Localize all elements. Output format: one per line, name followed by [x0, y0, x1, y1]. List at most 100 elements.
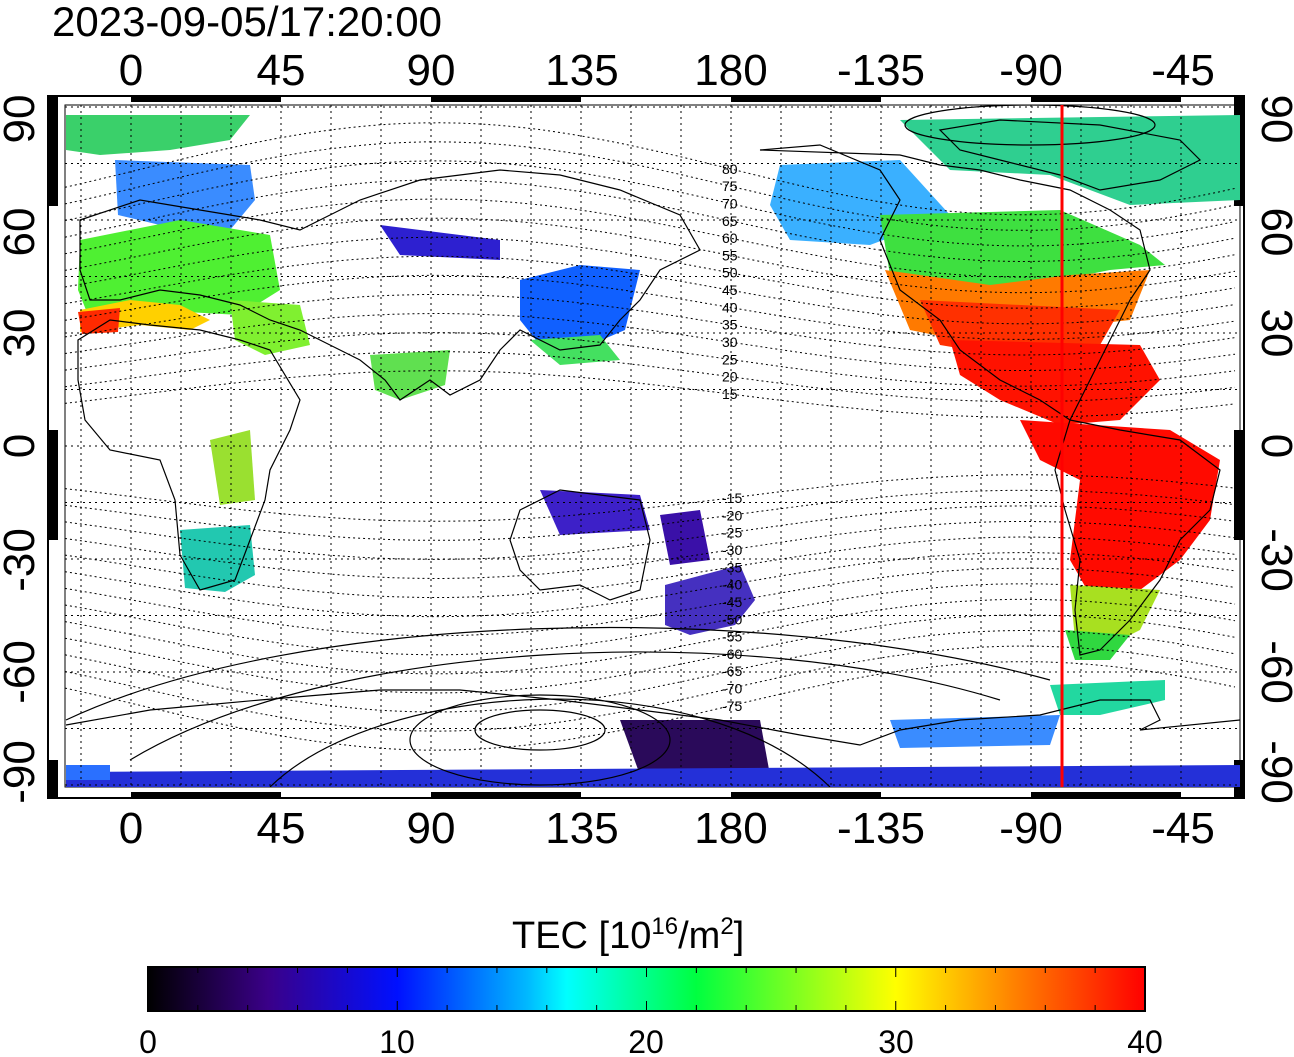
magnetic-latitude-label: 60 — [722, 230, 738, 246]
magnetic-latitude-label: -65 — [722, 663, 742, 679]
tec-antarctic-peninsula — [1050, 680, 1165, 715]
bottom-longitude-labels: 0 45 90 135 180 -135 -90 -45 — [119, 804, 1215, 853]
tec-data-layer — [66, 115, 1240, 787]
right-lat-label: 0 — [1252, 434, 1294, 458]
top-lon-label: 135 — [545, 46, 618, 95]
magnetic-latitude-label: -75 — [722, 698, 742, 714]
magnetic-latitude-line — [65, 536, 1236, 598]
top-lon-label: 0 — [119, 46, 143, 95]
magnetic-latitude-label: -55 — [722, 629, 742, 645]
top-lon-label: 180 — [694, 46, 767, 95]
magnetic-latitude-label: -35 — [722, 559, 742, 575]
left-lat-label: 90 — [0, 95, 44, 144]
right-lat-label: -60 — [1252, 640, 1294, 704]
magnetic-latitude-label: -70 — [722, 681, 742, 697]
right-lat-label: -30 — [1252, 528, 1294, 592]
magnetic-latitude-line — [65, 312, 1236, 371]
magnetic-latitude-label: 55 — [722, 247, 738, 263]
bottom-lon-label: 135 — [545, 804, 618, 853]
colorbar-title: TEC [1016/m2] — [512, 913, 744, 957]
magnetic-latitude-contours — [65, 122, 1236, 751]
tec-australia-north — [540, 490, 650, 535]
coastlines — [65, 119, 1240, 746]
bottom-lon-label: 90 — [407, 804, 456, 853]
magnetic-latitude-solid-contours — [65, 105, 1156, 787]
magnetic-latitude-line — [65, 198, 1236, 278]
magnetic-latitude-label: 65 — [722, 213, 738, 229]
bottom-lon-label: -135 — [837, 804, 925, 853]
magnetic-latitude-label: 25 — [722, 351, 738, 367]
left-lat-label: 30 — [0, 309, 44, 358]
magnetic-latitude-label: -15 — [722, 490, 742, 506]
bottom-lon-label: 45 — [257, 804, 306, 853]
tec-iberia — [78, 308, 120, 334]
top-lon-label: 45 — [257, 46, 306, 95]
tec-middle-east — [230, 300, 310, 355]
magnetic-latitude-line — [65, 370, 1236, 418]
left-lat-label: -90 — [0, 740, 44, 804]
magnetic-latitude-label: -40 — [722, 577, 742, 593]
left-lat-label: -60 — [0, 640, 44, 704]
magnetic-latitude-line — [65, 614, 1236, 694]
magnetic-latitude-label: -30 — [722, 542, 742, 558]
tec-japan — [520, 265, 640, 345]
tec-russia — [380, 225, 500, 260]
right-latitude-labels: 90 60 30 0 -30 -60 -90 — [1252, 95, 1294, 804]
left-latitude-labels: 90 60 30 0 -30 -60 -90 — [0, 95, 44, 804]
bottom-lon-label: -90 — [999, 804, 1063, 853]
top-lon-label: -90 — [999, 46, 1063, 95]
bottom-lon-label: 0 — [119, 804, 143, 853]
tec-south-band — [66, 765, 1240, 787]
top-longitude-labels: 0 45 90 135 180 -135 -90 -45 — [119, 46, 1215, 95]
timestamp-title: 2023-09-05/17:20:00 — [52, 0, 442, 45]
tec-east-africa — [210, 430, 255, 505]
bottom-lon-label: -45 — [1151, 804, 1215, 853]
tec-central-america — [950, 340, 1160, 425]
magnetic-latitude-line — [65, 521, 1236, 580]
left-lat-label: 0 — [0, 434, 44, 458]
tec-australia-southeast — [665, 565, 755, 635]
colorbar-minor-ticks — [147, 967, 1146, 1011]
tec-south-america — [1020, 420, 1220, 595]
magnetic-latitude-line — [65, 332, 1236, 387]
magnetic-latitude-label: 30 — [722, 334, 738, 350]
magnetic-latitude-line — [65, 629, 1236, 713]
magnetic-latitude-line — [65, 236, 1236, 309]
tec-greenland — [900, 115, 1240, 205]
tec-europe-scandinavia — [115, 160, 255, 230]
magnetic-latitude-label: -25 — [722, 525, 742, 541]
tec-europe-north — [66, 115, 250, 155]
right-lat-label: 90 — [1252, 95, 1294, 144]
colorbar-tick-label: 10 — [379, 1024, 415, 1057]
magnetic-latitude-label: 15 — [722, 386, 738, 402]
left-lat-label: -30 — [0, 528, 44, 592]
magnetic-latitude-line — [65, 179, 1236, 263]
magnetic-latitude-line — [65, 583, 1236, 656]
colorbar-tick-label: 20 — [628, 1024, 664, 1057]
magnetic-latitude-label: 50 — [722, 265, 738, 281]
magnetic-latitude-label: 80 — [722, 161, 738, 177]
magnetic-latitude-label: 45 — [722, 282, 738, 298]
tec-antarctic-west — [890, 715, 1060, 748]
magnetic-latitude-label: 40 — [722, 299, 738, 315]
magnetic-latitude-line — [65, 505, 1236, 560]
magnetic-latitude-line — [65, 217, 1236, 294]
magnetic-latitude-label: -60 — [722, 646, 742, 662]
magnetic-latitude-label: -20 — [722, 507, 742, 523]
magnetic-latitude-line — [65, 474, 1236, 522]
tec-ross-sea — [620, 720, 770, 775]
tec-canada — [880, 210, 1165, 290]
top-lon-label: -45 — [1151, 46, 1215, 95]
bottom-lon-label: 180 — [694, 804, 767, 853]
magnetic-latitude-line — [65, 122, 1236, 216]
tec-new-zealand — [660, 510, 710, 565]
right-lat-label: 60 — [1252, 208, 1294, 257]
colorbar-tick-labels: 0 10 20 30 40 — [139, 1024, 1163, 1057]
top-lon-label: -135 — [837, 46, 925, 95]
magnetic-latitude-label: 20 — [722, 369, 738, 385]
colorbar-tick-label: 0 — [139, 1024, 157, 1057]
tec-europe-central — [78, 220, 280, 320]
